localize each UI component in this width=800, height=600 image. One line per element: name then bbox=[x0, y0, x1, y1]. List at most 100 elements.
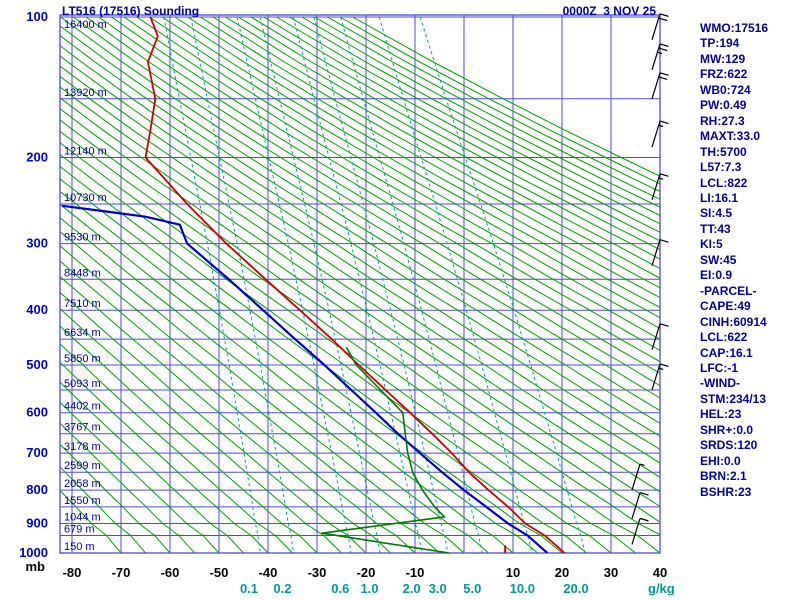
mixing-ratio-label: 0.6 bbox=[331, 581, 349, 596]
stat-line: LI:16.1 bbox=[700, 190, 739, 205]
temp-axis-label: 40 bbox=[653, 565, 667, 580]
stat-line: SHR+:0.0 bbox=[700, 422, 754, 437]
stat-line: BRN:2.1 bbox=[700, 469, 747, 484]
stat-line: FRZ:622 bbox=[700, 67, 748, 82]
temperature-trace bbox=[144, 16, 566, 553]
stat-line: WMO:17516 bbox=[700, 21, 769, 35]
altitude-label: 4402 m bbox=[64, 401, 101, 413]
dry-adiabats bbox=[60, 16, 660, 553]
stat-line: LCL:622 bbox=[700, 330, 748, 345]
sounding-traces bbox=[62, 16, 566, 553]
plot-border bbox=[59, 14, 661, 554]
mixing-ratio-label: 3.0 bbox=[429, 581, 447, 596]
altitude-label: 2599 m bbox=[64, 460, 101, 472]
altitude-label: 13920 m bbox=[64, 87, 107, 99]
wind-barb bbox=[651, 43, 669, 71]
stat-line: BSHR:23 bbox=[700, 484, 752, 499]
dewpoint-trace bbox=[62, 204, 549, 553]
altitude-label: 1550 m bbox=[64, 495, 101, 507]
altitude-label: 10730 m bbox=[64, 192, 107, 204]
wind-barb bbox=[651, 120, 669, 148]
temp-axis-label: -30 bbox=[308, 565, 327, 580]
wind-barbs bbox=[631, 13, 669, 545]
pressure-axis-label: 300 bbox=[26, 236, 48, 251]
stat-line: WB0:724 bbox=[700, 82, 751, 97]
wind-barb bbox=[651, 173, 669, 200]
stat-line: HEL:23 bbox=[700, 407, 742, 422]
stat-line: LFC:-1 bbox=[700, 360, 738, 375]
pressure-axis-label: 800 bbox=[26, 482, 48, 497]
stat-line: MW:129 bbox=[700, 51, 746, 66]
pressure-axis-label: 700 bbox=[26, 445, 48, 460]
mixing-ratio-label: 0.2 bbox=[273, 581, 291, 596]
temp-axis-label: -80 bbox=[63, 565, 82, 580]
pressure-axis-label: 1000 bbox=[19, 545, 48, 560]
altitude-label: 12140 m bbox=[64, 146, 107, 158]
wind-barb bbox=[631, 517, 649, 545]
stat-line: -PARCEL- bbox=[700, 283, 757, 298]
altitude-label: 1044 m bbox=[64, 512, 101, 524]
temp-axis-label: -60 bbox=[161, 565, 180, 580]
temp-axis-label: 30 bbox=[604, 565, 618, 580]
temp-axis-label: -40 bbox=[259, 565, 278, 580]
altitude-label: 5850 m bbox=[64, 353, 101, 365]
pressure-axis-label: 100 bbox=[26, 9, 48, 24]
wind-barb bbox=[651, 363, 669, 391]
wind-barb bbox=[651, 13, 669, 41]
mixing-ratio-label: 20.0 bbox=[563, 581, 588, 596]
wetbulb-trace bbox=[321, 346, 450, 553]
stat-line: RH:27.3 bbox=[700, 113, 745, 128]
stat-line: TP:194 bbox=[700, 36, 740, 51]
temp-axis-label: 20 bbox=[555, 565, 569, 580]
mixing-unit-label: g/kg bbox=[648, 581, 675, 596]
stat-line: KI:5 bbox=[700, 237, 723, 252]
mixing-ratio-label: 5.0 bbox=[463, 581, 481, 596]
mixing-ratio-label: 10.0 bbox=[510, 581, 535, 596]
altitude-label: 2058 m bbox=[64, 478, 101, 490]
wind-barb bbox=[651, 323, 669, 350]
temp-axis-label: -70 bbox=[112, 565, 131, 580]
wind-barb bbox=[631, 492, 649, 519]
stat-line: SW:45 bbox=[700, 252, 737, 267]
pressure-axis-label: 900 bbox=[26, 516, 48, 531]
mixing-ratio-label: 2.0 bbox=[403, 581, 421, 596]
altitude-label: 5093 m bbox=[64, 378, 101, 390]
stat-line: MAXT:33.0 bbox=[700, 129, 761, 144]
pressure-axis-label: 200 bbox=[26, 150, 48, 165]
wind-barb bbox=[631, 463, 645, 491]
stat-line: -WIND- bbox=[700, 376, 740, 391]
chart-title: LT516 (17516) Sounding bbox=[62, 4, 200, 18]
stat-line: CAP:16.1 bbox=[700, 345, 753, 360]
stat-line: CAPE:49 bbox=[700, 299, 751, 314]
altitude-label: 3767 m bbox=[64, 422, 101, 434]
stat-line: TT:43 bbox=[700, 221, 731, 236]
wind-barb bbox=[651, 239, 669, 266]
stat-line: EHI:0.0 bbox=[700, 453, 741, 468]
stat-line: LCL:822 bbox=[700, 175, 748, 190]
stats-panel: WMO:17516 TP:194 MW:129 FRZ:622 WB0:724 PW:0.… bbox=[700, 21, 768, 500]
stat-line: SI:4.5 bbox=[700, 206, 733, 221]
wind-barb bbox=[651, 72, 669, 99]
pressure-axis-label: 400 bbox=[26, 302, 48, 317]
altitude-label: 150 m bbox=[64, 541, 95, 553]
altitude-label: 3178 m bbox=[64, 441, 101, 453]
mixing-ratio-label: 0.1 bbox=[240, 581, 258, 596]
pressure-temp-grid bbox=[60, 15, 661, 554]
altitude-label: 9530 m bbox=[64, 232, 101, 244]
pressure-axis-label: 500 bbox=[26, 357, 48, 372]
temp-axis-label: 10 bbox=[506, 565, 520, 580]
stat-line: TH:5700 bbox=[700, 144, 747, 159]
altitude-label: 7510 m bbox=[64, 298, 101, 310]
stat-line: L57:7.3 bbox=[700, 160, 742, 175]
stat-line: SRDS:120 bbox=[700, 438, 758, 453]
pressure-unit-label: mb bbox=[26, 559, 46, 574]
stat-line: PW:0.49 bbox=[700, 98, 747, 113]
altitude-label: 679 m bbox=[64, 524, 95, 536]
altitude-label: 16400 m bbox=[64, 19, 107, 31]
mixing-ratio-label: 1.0 bbox=[360, 581, 378, 596]
stat-line: CINH:60914 bbox=[700, 314, 767, 329]
altitude-label: 6634 m bbox=[64, 327, 101, 339]
altitude-label: 8448 m bbox=[64, 267, 101, 279]
